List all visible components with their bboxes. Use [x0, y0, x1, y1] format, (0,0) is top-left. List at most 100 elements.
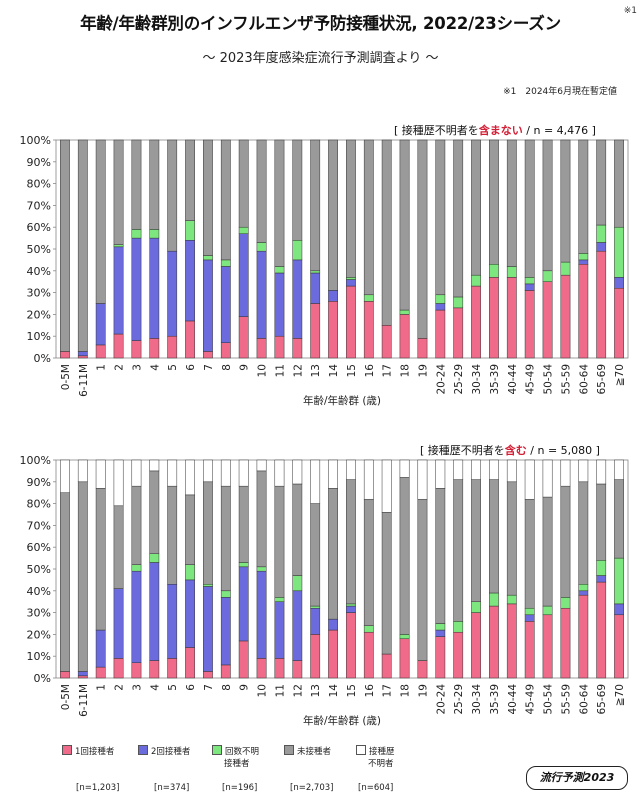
chart1-bar-dose2-10	[238, 233, 249, 317]
chart2-bar-dose1-7	[185, 647, 195, 679]
chart2-xtick-label: 30-34	[471, 684, 483, 715]
chart2-bar-dose1-24	[489, 605, 499, 679]
chart2-bar-dose1-0	[60, 671, 70, 679]
chart1-xtick-label: 11	[274, 364, 286, 377]
chart2-bar-unknown-history-22	[453, 459, 464, 480]
chart1-bar-unvaccinated-31	[614, 139, 624, 228]
legend-label-dose2: 2回接種者	[151, 747, 191, 757]
chart2-bar-unknown-history-12	[274, 459, 285, 487]
chart1-bar-unvaccinated-26	[524, 139, 535, 278]
chart1-bar-dose1-0	[60, 351, 70, 359]
chart1-bar-dose1-3	[113, 333, 124, 359]
chart2-bar-dose1-4	[131, 662, 142, 679]
chart1-bar-unknown-count-13	[292, 240, 303, 261]
chart2-bar-unknown-history-31	[614, 459, 624, 480]
chart2-bar-unknown-history-18	[381, 459, 392, 513]
chart2-ytick-label: 40%	[27, 585, 51, 598]
chart1-bar-unknown-count-12	[274, 266, 285, 274]
legend-n-unvaccinated: [n=2,703]	[290, 783, 334, 793]
chart1-bar-dose1-16	[346, 285, 356, 359]
chart1-xtick-label: 18	[400, 364, 412, 377]
chart1-bar-unvaccinated-15	[328, 139, 338, 291]
legend-label-dose1: 1回接種者	[75, 747, 115, 757]
chart2-bar-dose1-13	[292, 660, 303, 679]
chart2-xtick-label: 55-59	[560, 684, 572, 715]
chart1-bar-unvaccinated-8	[203, 139, 213, 256]
chart2-bar-dose2-26	[524, 614, 535, 622]
chart2-bar-unknown-count-12	[274, 597, 285, 602]
chart1-bar-unvaccinated-6	[167, 139, 178, 252]
chart1-bar-dose2-30	[596, 242, 607, 252]
legend: 1回接種者 2回接種者 回数不明 接種者 未接種者 接種歴 不明者 [n=1,2…	[62, 745, 422, 795]
chart2-xtick-label: 8	[221, 684, 233, 691]
legend-item-dose1: 1回接種者	[62, 745, 114, 758]
chart1-bar-dose1-19	[399, 314, 410, 359]
chart1-xtick-label: 45-49	[525, 364, 537, 395]
chart2-note-suffix: / n = 5,080 ]	[530, 444, 600, 457]
chart2-ytick-label: 100%	[20, 454, 51, 467]
chart1-bar-dose2-8	[203, 259, 213, 352]
chart2-bar-unvaccinated-6	[167, 485, 178, 585]
chart1-bar-unvaccinated-11	[256, 139, 267, 243]
chart2-bar-dose2-4	[131, 570, 142, 663]
chart1-bar-dose2-15	[328, 290, 338, 302]
chart1-bar-dose1-26	[524, 290, 535, 359]
chart1-bar-dose2-4	[131, 237, 142, 341]
chart1-bar-unvaccinated-9	[220, 139, 231, 261]
chart2-bar-unvaccinated-14	[310, 503, 321, 607]
chart1-xtick-label: 4	[149, 364, 161, 371]
chart1-bar-unknown-count-24	[489, 264, 499, 278]
chart1-bar-dose1-17	[363, 301, 374, 359]
chart2-bar-unknown-history-2	[95, 459, 106, 489]
chart2-bar-unvaccinated-8	[203, 481, 213, 585]
chart1-bar-dose2-11	[256, 250, 267, 339]
legend-label-unknown-history-1: 接種歴	[369, 747, 395, 757]
chart1-xtick-label: 5	[167, 364, 179, 371]
legend-n-unknown-history: [n=604]	[358, 783, 394, 793]
chart2-ytick-label: 90%	[27, 476, 51, 489]
chart2-bar-unvaccinated-18	[381, 512, 392, 655]
chart2-xtick-label: 40-44	[507, 684, 519, 715]
chart2-x-axis-label: 年齢/年齢群 (歳)	[303, 714, 381, 727]
chart2-bar-unknown-count-24	[489, 592, 499, 607]
chart2-bar-dose2-10	[238, 566, 249, 642]
chart2-xtick-label: 14	[328, 684, 340, 698]
chart1-bar-unknown-count-19	[399, 309, 410, 315]
chart1-xtick-label: 16	[364, 364, 376, 378]
chart2-ytick-label: 0%	[34, 672, 51, 685]
chart1-bar-unknown-count-28	[560, 261, 571, 276]
chart1-bar-unvaccinated-4	[131, 139, 142, 230]
chart2-bar-unknown-count-31	[614, 557, 624, 605]
chart1-xtick-label: 6-11M	[78, 364, 90, 397]
chart1-bar-unvaccinated-5	[149, 139, 160, 230]
chart2-bar-unknown-history-13	[292, 459, 303, 485]
chart2-bar-dose1-3	[113, 658, 124, 679]
chart2-bar-unknown-count-27	[542, 605, 553, 616]
chart1-bar-unvaccinated-12	[274, 139, 285, 267]
chart2-bar-unknown-count-4	[131, 564, 142, 572]
chart2-bar-dose2-3	[113, 588, 124, 659]
chart1-bar-dose1-22	[453, 307, 464, 359]
chart2-bar-unknown-count-21	[435, 623, 446, 631]
chart2-xtick-label: 0-5M	[60, 684, 72, 710]
chart2-bar-unknown-history-24	[489, 459, 499, 480]
chart1-bar-unvaccinated-0	[60, 139, 70, 352]
chart2-bar-unknown-count-19	[399, 634, 410, 640]
chart1-bar-dose2-9	[220, 266, 231, 343]
chart1-xtick-label: 3	[131, 364, 143, 371]
chart1-xtick-label: 19	[417, 364, 429, 377]
chart1-bar-dose2-6	[167, 250, 178, 337]
chart1-bar-unknown-count-11	[256, 242, 267, 252]
chart2-xtick-label: 6	[185, 684, 197, 691]
chart2-bar-dose1-21	[435, 636, 446, 679]
chart2-bar-unvaccinated-29	[578, 481, 589, 585]
chart1-bar-unvaccinated-25	[506, 139, 517, 267]
chart2-sample-note: [ 接種歴不明者を含む / n = 5,080 ]	[420, 442, 600, 458]
chart2-bar-unknown-count-28	[560, 597, 571, 609]
chart2-bar-unvaccinated-19	[399, 477, 410, 635]
chart1-bar-unknown-count-30	[596, 224, 607, 243]
chart1-xtick-label: 14	[328, 364, 340, 378]
chart2-bar-dose1-31	[614, 614, 624, 679]
chart2-bar-dose1-9	[220, 664, 231, 679]
legend-swatch-dose2	[138, 745, 148, 755]
